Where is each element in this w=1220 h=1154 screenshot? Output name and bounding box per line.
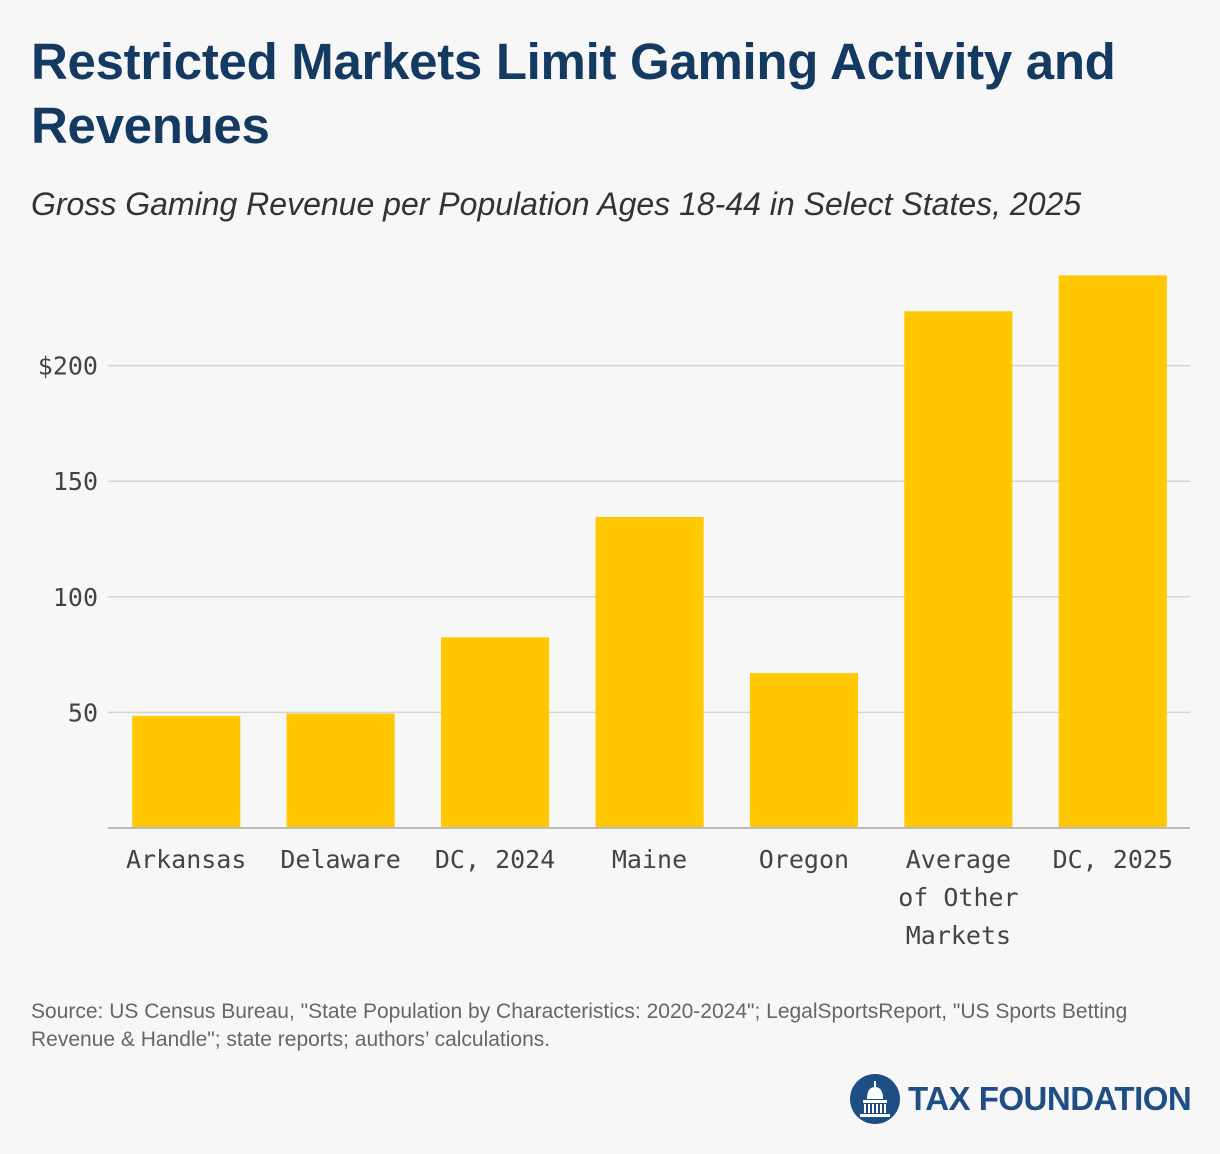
x-tick-label: Oregon — [759, 845, 849, 874]
bars — [132, 275, 1167, 828]
source-note: Source: US Census Bureau, "State Populat… — [31, 1000, 1128, 1051]
x-tick-label: Delaware — [280, 845, 400, 874]
bar — [904, 311, 1013, 828]
bar — [1058, 275, 1167, 828]
y-tick-label: 50 — [68, 698, 98, 727]
bar — [749, 673, 858, 828]
logo-wordmark: TAX FOUNDATION — [908, 1080, 1192, 1117]
x-tick-label: Markets — [906, 921, 1011, 950]
bar — [441, 637, 550, 828]
x-tick-label: DC, 2024 — [435, 845, 555, 874]
tick-labels: 50 100 150 $200 Arkansas Delaware DC, 2024 Main… — [38, 352, 1173, 950]
chart-subtitle: Gross Gaming Revenue per Population Ages… — [31, 186, 1082, 222]
bar — [132, 715, 241, 828]
x-tick-label: Maine — [612, 845, 687, 874]
x-tick-label: of Other — [898, 883, 1018, 912]
x-tick-label: DC, 2025 — [1053, 845, 1173, 874]
chart-title: Restricted Markets Limit Gaming Activity… — [31, 33, 1116, 154]
y-tick-label: 100 — [53, 583, 98, 612]
capitol-dome-icon — [850, 1074, 900, 1124]
bar — [286, 713, 395, 828]
x-tick-label: Arkansas — [126, 845, 246, 874]
y-tick-label: 150 — [53, 467, 98, 496]
bar — [595, 517, 704, 828]
y-tick-label: $200 — [38, 352, 98, 381]
x-tick-label: Average — [906, 845, 1011, 874]
tax-foundation-logo: TAX FOUNDATION — [850, 1074, 1192, 1124]
